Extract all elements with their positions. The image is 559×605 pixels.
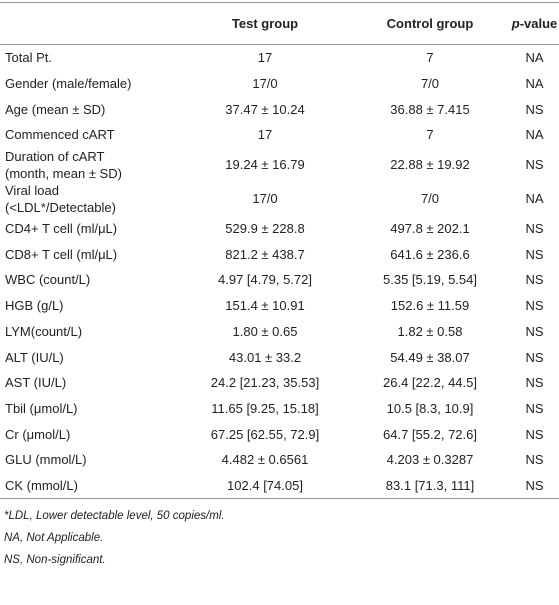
row-label: ALT (IU/L) [5,349,64,365]
table-row: Duration of cART (month, mean ± SD) 19.24… [0,148,559,182]
cell: 19.24 ± 16.79 [225,157,305,173]
cell: 67.25 [62.55, 72.9] [210,426,320,442]
cell: 10.5 [8.3, 10.9] [386,400,474,416]
cell: 4.482 ± 0.6561 [221,452,309,468]
table-row: CD4+ T cell (ml/μL) 529.9 ± 228.8 497.8 ± … [0,216,559,242]
cell: 641.6 ± 236.6 [390,246,470,262]
table-row: ALT (IU/L) 43.01 ± 33.2 54.49 ± 38.07 NS [0,344,559,370]
row-label: CD4+ T cell (ml/μL) [5,221,118,237]
cell: 37.47 ± 10.24 [225,101,305,117]
cell: NA [525,127,544,143]
cell: NS [525,400,544,416]
row-label: Age (mean ± SD) [5,101,106,117]
cell: 821.2 ± 438.7 [225,246,305,262]
cell: 1.80 ± 0.65 [232,323,298,339]
cell: 11.65 [9.25, 15.18] [211,400,319,416]
table-row: Cr (μmol/L) 67.25 [62.55, 72.9] 64.7 [55.2… [0,421,559,447]
table-row: HGB (g/L) 151.4 ± 10.91 152.6 ± 11.59 NS [0,293,559,319]
header-cell: Control group [350,2,510,45]
row-label: CD8+ T cell (ml/μL) [5,246,118,262]
row-label: Total Pt. [5,50,52,66]
row-label: Viral load (<LDL*/Detectable) [5,182,116,215]
cell: 17 [257,50,273,66]
cell: 151.4 ± 10.91 [225,298,305,314]
cell: 102.4 [74.05] [227,477,303,493]
table-row: CK (mmol/L) 102.4 [74.05] 83.1 [71.3, 111]… [0,473,559,499]
cell: 43.01 ± 33.2 [228,349,302,365]
cell: 1.82 ± 0.58 [397,323,463,339]
cell: 7/0 [420,76,440,92]
header-cell [0,2,180,45]
cell: NS [525,298,544,314]
cell: 54.49 ± 38.07 [390,349,470,365]
row-label: Duration of cART (month, mean ± SD) [5,148,122,181]
cell: 17/0 [252,191,278,207]
cell: 7 [426,50,434,66]
row-label: WBC (count/L) [5,272,91,288]
cell: 64.7 [55.2, 72.6] [383,426,477,442]
row-label: Commenced cART [5,127,115,143]
cell: NA [525,191,544,207]
cell: NS [525,349,544,365]
row-label: Gender (male/female) [5,76,132,92]
header-row: Test group Control group p-value [0,2,559,45]
cell: 22.88 ± 19.92 [390,157,470,173]
cell: NS [525,221,544,237]
table-row: Total Pt. 17 7 NA [0,45,559,71]
cell: NS [525,375,544,391]
cell: NS [525,426,544,442]
table-row: LYM(count/L) 1.80 ± 0.65 1.82 ± 0.58 NS [0,319,559,345]
table-row: Tbil (μmol/L) 11.65 [9.25, 15.18] 10.5 [8.… [0,396,559,422]
cell: 497.8 ± 202.1 [390,221,470,237]
table-row: WBC (count/L) 4.97 [4.79, 5.72] 5.35 [5.19… [0,267,559,293]
header-cell: p-value [510,2,559,45]
cell: NA [525,50,544,66]
row-label: CK (mmol/L) [5,477,78,493]
row-label: GLU (mmol/L) [5,452,87,468]
cell: 83.1 [71.3, 111] [385,477,475,493]
cell: 17 [257,127,273,143]
footnote: *LDL, Lower detectable level, 50 copies/… [4,510,225,523]
cell: 7/0 [420,191,440,207]
table-row: Gender (male/female) 17/0 7/0 NA [0,71,559,97]
cell: NS [525,452,544,468]
row-label: HGB (g/L) [5,298,64,314]
row-label: LYM(count/L) [5,323,83,339]
row-label: Cr (μmol/L) [5,426,71,442]
cell: 4.203 ± 0.3287 [386,452,474,468]
cell: NS [525,246,544,262]
cell: NS [525,157,544,173]
footnote: NS, Non-significant. [4,554,106,567]
table-row: CD8+ T cell (ml/μL) 821.2 ± 438.7 641.6 ± … [0,241,559,267]
cell: 24.2 [21.23, 35.53] [210,375,320,391]
cell: NS [525,323,544,339]
table-body: Total Pt. 17 7 NA Gender (male/female) 17/0 7/… [0,45,559,499]
row-label: Tbil (μmol/L) [5,400,78,416]
cell: 7 [426,127,434,143]
cell: NS [525,477,544,493]
cell: 17/0 [252,76,278,92]
cell: NS [525,101,544,117]
row-label: AST (IU/L) [5,375,67,391]
cell: NA [525,76,544,92]
cell: NS [525,272,544,288]
cell: 529.9 ± 228.8 [225,221,305,237]
cell: 26.4 [22.2, 44.5] [383,375,477,391]
cell: 152.6 ± 11.59 [390,298,470,314]
footnote: NA, Not Applicable. [4,532,104,545]
table-row: Commenced cART 17 7 NA [0,122,559,148]
footnotes: *LDL, Lower detectable level, 50 copies/… [0,499,559,571]
cell: 36.88 ± 7.415 [390,101,470,117]
table-row: Viral load (<LDL*/Detectable) 17/0 7/0 NA [0,182,559,216]
data-table: Test group Control group p-value Total Pt.… [0,2,559,500]
header-cell: Test group [180,2,350,45]
cell: 5.35 [5.19, 5.54] [383,272,477,288]
table-row: AST (IU/L) 24.2 [21.23, 35.53] 26.4 [22.2,… [0,370,559,396]
table-row: Age (mean ± SD) 37.47 ± 10.24 36.88 ± 7.41… [0,96,559,122]
table-row: GLU (mmol/L) 4.482 ± 0.6561 4.203 ± 0.3287… [0,447,559,473]
cell: 4.97 [4.79, 5.72] [218,272,312,288]
